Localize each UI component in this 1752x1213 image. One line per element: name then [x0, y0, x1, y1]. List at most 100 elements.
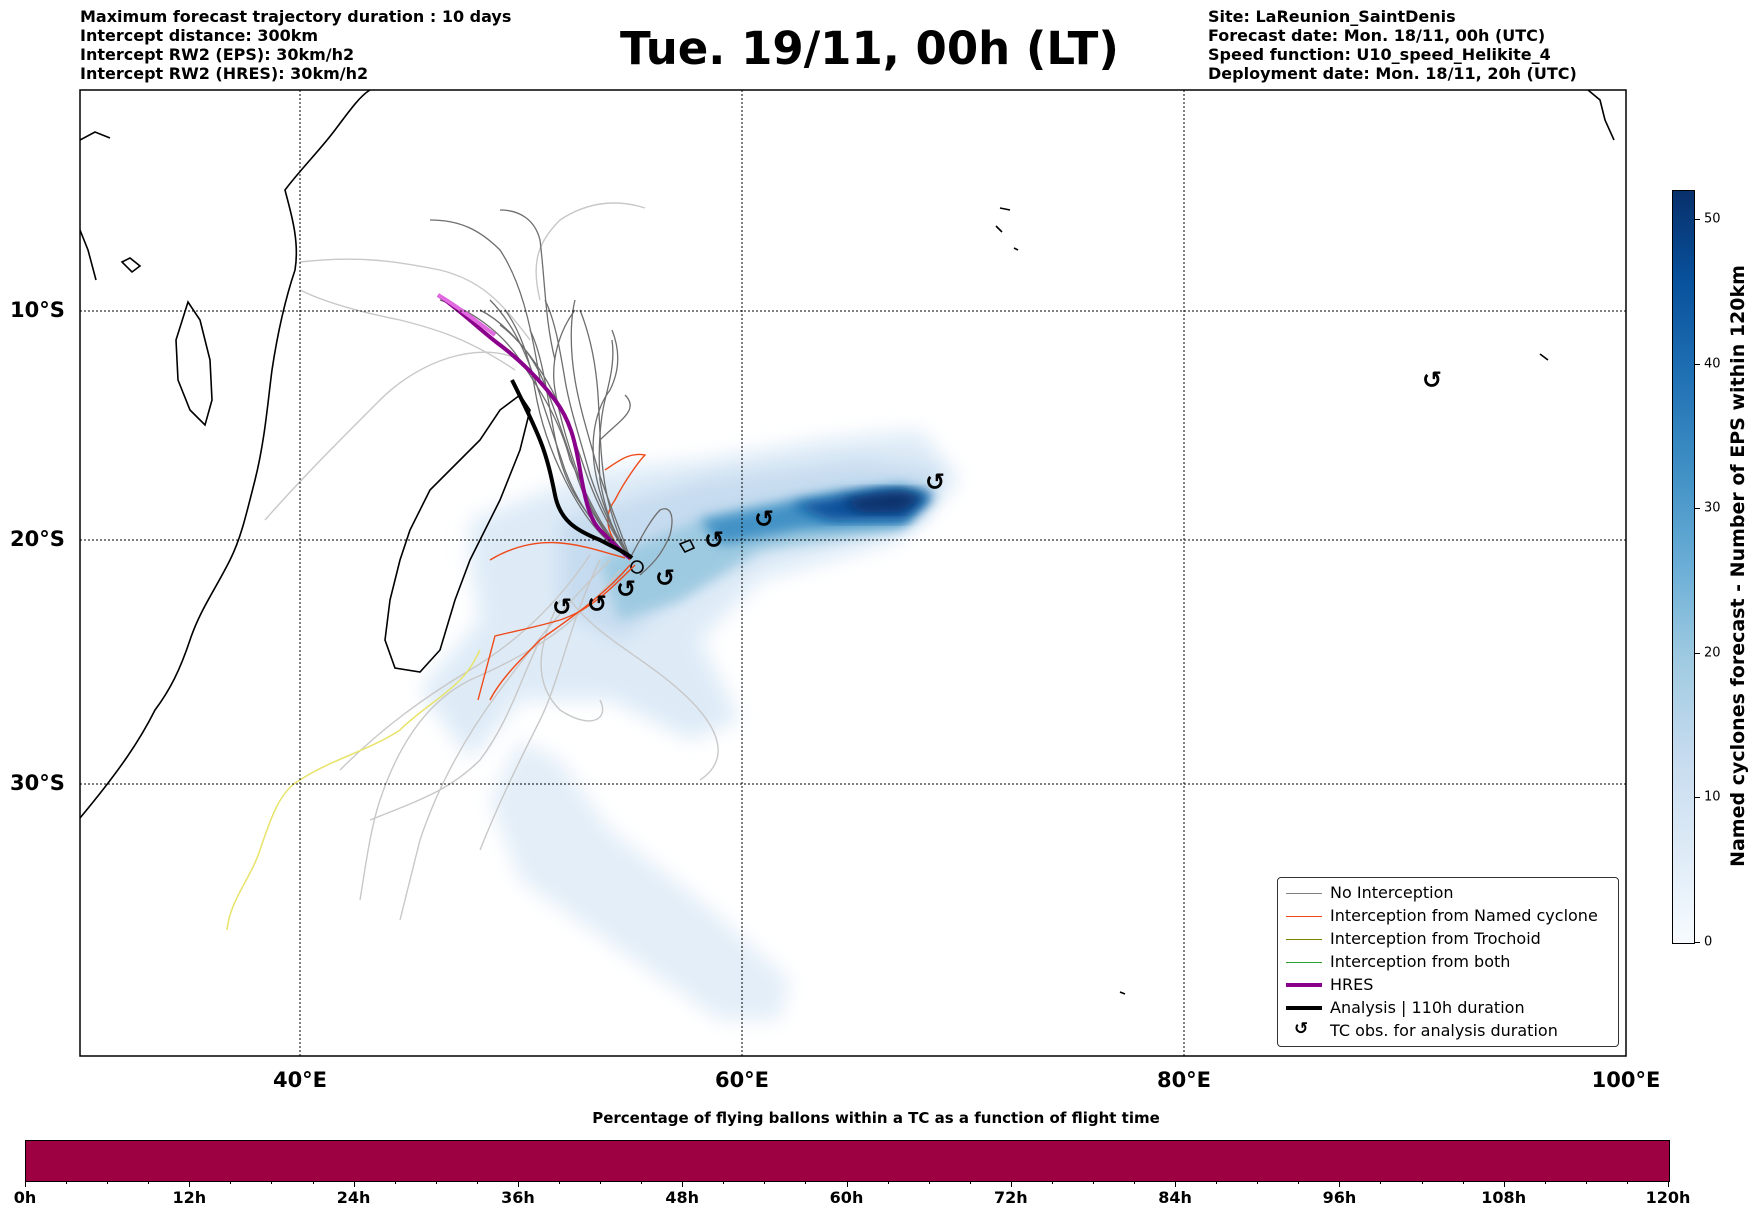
forecast-date-text: Forecast date: Mon. 18/11, 00h (UTC)	[1208, 26, 1546, 45]
flight-bar-minor-tick	[928, 1181, 930, 1184]
flight-bar-tick-label: 108h	[1481, 1188, 1527, 1207]
flight-bar-minor-tick	[435, 1181, 437, 1184]
flight-bar-minor-tick	[476, 1181, 478, 1184]
cyclone-icon: ↺	[925, 468, 945, 496]
run-info-left: Maximum forecast trajectory duration : 1…	[80, 7, 511, 83]
colorbar-tick	[1694, 508, 1700, 510]
legend-swatch	[1286, 916, 1322, 917]
cyclone-colorbar	[1672, 190, 1695, 944]
map-gridlines	[80, 90, 1626, 1056]
legend-item-both: Interception from both	[1278, 951, 1618, 974]
colorbar-tick-label: 30	[1704, 500, 1721, 516]
flight-bar-minor-tick	[600, 1181, 602, 1184]
hres-trajectory-head	[436, 293, 497, 337]
flight-bar-minor-tick	[148, 1181, 150, 1184]
hres-trajectory	[436, 293, 632, 560]
map-title: Tue. 19/11, 00h (LT)	[620, 22, 1119, 75]
flight-bar-minor-tick	[764, 1181, 766, 1184]
colorbar-tick-label: 40	[1704, 356, 1721, 372]
colorbar-tick-label: 0	[1704, 934, 1713, 950]
flight-bar-tick-label: 96h	[1322, 1188, 1357, 1207]
flight-bar-minor-tick	[107, 1181, 109, 1184]
legend-item-analysis: Analysis | 110h duration	[1278, 997, 1618, 1020]
flight-bar-tick	[1668, 1181, 1669, 1187]
cyclone-icon: ↺	[587, 590, 607, 618]
colorbar-tick-label: 10	[1704, 789, 1721, 805]
max-duration-text: Maximum forecast trajectory duration : 1…	[80, 7, 512, 26]
legend-swatch	[1286, 1006, 1322, 1010]
legend-label: HRES	[1330, 975, 1374, 994]
map-legend: No Interception Interception from Named …	[1277, 877, 1619, 1047]
legend-swatch	[1286, 983, 1322, 987]
run-info-right: Site: LaReunion_SaintDenis Forecast date…	[1208, 7, 1577, 83]
legend-swatch	[1286, 962, 1322, 963]
flight-bar-tick-label: 12h	[172, 1188, 207, 1207]
deployment-date-text: Deployment date: Mon. 18/11, 20h (UTC)	[1208, 64, 1577, 83]
colorbar-tick-label: 20	[1704, 645, 1721, 661]
flight-bar-minor-tick	[66, 1181, 68, 1184]
flight-bar-minor-tick	[1421, 1181, 1423, 1184]
flight-bar-tick	[1175, 1181, 1177, 1187]
flight-bar-tick-label: 36h	[501, 1188, 535, 1207]
map-content: ↺ ↺ ↺ ↺ ↺ ↺ ↺ ↺	[80, 90, 1615, 1020]
intercept-eps-text: Intercept RW2 (EPS): 30km/h2	[80, 45, 355, 64]
legend-swatch	[1286, 893, 1322, 894]
trajectory-yellow	[226, 649, 481, 931]
cyclone-density-field	[420, 430, 960, 1020]
cyclone-icon: ↺	[655, 564, 675, 592]
legend-item-hres: HRES	[1278, 974, 1618, 997]
flight-bar-title: Percentage of flying ballons within a TC…	[592, 1109, 1160, 1127]
map-frame	[79, 89, 1627, 1057]
flight-bar-tick	[25, 1181, 26, 1187]
legend-item-trochoid: Interception from Trochoid	[1278, 928, 1618, 951]
legend-item-named-cyclone: Interception from Named cyclone	[1278, 905, 1618, 928]
lat-label-20s: 20°S	[10, 527, 65, 551]
flight-bar-minor-tick	[969, 1181, 971, 1184]
cyclone-icon: ↺	[616, 575, 636, 603]
flight-bar-minor-tick	[1298, 1181, 1300, 1184]
intercept-hres-text: Intercept RW2 (HRES): 30km/h2	[80, 64, 369, 83]
colorbar-tick	[1694, 652, 1700, 654]
legend-label: Interception from Named cyclone	[1330, 906, 1598, 925]
flight-bar-tick-label: 24h	[336, 1188, 371, 1207]
flight-bar-minor-tick	[1544, 1181, 1546, 1184]
flight-bar-minor-tick	[887, 1181, 889, 1184]
analysis-trajectory	[510, 379, 634, 560]
flight-bar-tick	[1339, 1181, 1341, 1187]
flight-bar-tick	[1503, 1181, 1505, 1187]
flight-bar-tick-label: 72h	[993, 1188, 1028, 1207]
flight-bar-minor-tick	[1216, 1181, 1218, 1184]
flight-bar-minor-tick	[723, 1181, 725, 1184]
cyclone-icon: ↺	[1422, 366, 1442, 394]
flight-bar-tick-label: 120h	[1645, 1188, 1691, 1207]
flight-bar-minor-tick	[1092, 1181, 1094, 1184]
lat-label-10s: 10°S	[10, 298, 65, 322]
legend-label: Interception from both	[1330, 952, 1511, 971]
cyclone-icon: ↺	[1294, 1019, 1309, 1039]
flight-bar-minor-tick	[1626, 1181, 1628, 1184]
trajectories-named-cyclone	[477, 453, 647, 701]
flight-bar-minor-tick	[558, 1181, 560, 1184]
flight-bar-minor-tick	[394, 1181, 396, 1184]
flight-bar-tick	[682, 1181, 684, 1187]
speed-function-text: Speed function: U10_speed_Helikite_4	[1208, 45, 1551, 64]
cyclone-icon: ↺	[552, 593, 572, 621]
flight-bar-minor-tick	[1051, 1181, 1053, 1184]
flight-bar-tick	[353, 1181, 355, 1187]
flight-bar-minor-tick	[1380, 1181, 1382, 1184]
lat-label-30s: 30°S	[10, 771, 65, 795]
site-text: Site: LaReunion_SaintDenis	[1208, 7, 1456, 26]
lon-label-40e: 40°E	[272, 1068, 328, 1092]
flight-bar-minor-tick	[1585, 1181, 1587, 1184]
lon-label-100e: 100°E	[1591, 1068, 1661, 1092]
legend-label: Interception from Trochoid	[1330, 929, 1541, 948]
colorbar-tick	[1694, 363, 1700, 365]
flight-bar-tick	[846, 1181, 848, 1187]
lon-label-80e: 80°E	[1156, 1068, 1212, 1092]
legend-label: Analysis | 110h duration	[1330, 998, 1525, 1017]
colorbar-tick-label: 50	[1704, 211, 1721, 227]
flight-bar-minor-tick	[1134, 1181, 1136, 1184]
flight-bar-tick	[189, 1181, 191, 1187]
legend-swatch	[1286, 939, 1322, 940]
